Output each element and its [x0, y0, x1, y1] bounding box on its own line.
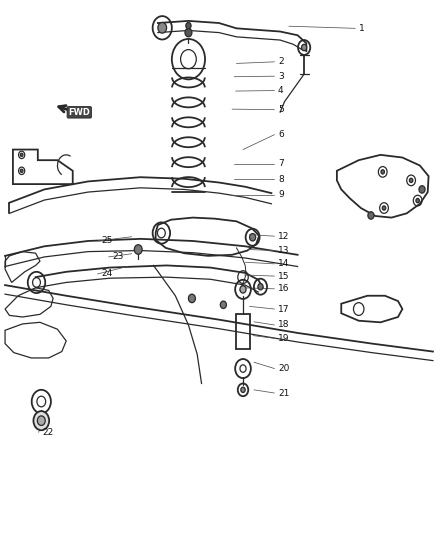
Circle shape [301, 44, 307, 51]
Circle shape [241, 387, 245, 392]
Text: 4: 4 [278, 86, 283, 95]
Text: 9: 9 [278, 190, 284, 199]
Text: 25: 25 [101, 237, 113, 246]
Circle shape [20, 154, 23, 157]
Text: 24: 24 [101, 270, 113, 278]
Text: 14: 14 [278, 260, 290, 268]
Text: 16: 16 [278, 284, 290, 293]
Text: 23: 23 [112, 253, 124, 261]
Circle shape [188, 294, 195, 303]
Text: 2: 2 [278, 58, 283, 66]
Circle shape [410, 178, 413, 182]
Circle shape [240, 286, 246, 293]
Circle shape [250, 233, 256, 241]
Text: 18: 18 [278, 320, 290, 329]
Circle shape [186, 22, 191, 29]
Text: 1: 1 [359, 24, 364, 33]
Text: 21: 21 [278, 389, 290, 398]
Text: 17: 17 [278, 304, 290, 313]
Circle shape [381, 169, 385, 174]
Circle shape [419, 185, 425, 193]
Circle shape [416, 198, 420, 203]
Text: 6: 6 [278, 130, 284, 139]
Text: FWD: FWD [68, 108, 90, 117]
Circle shape [20, 169, 23, 172]
Circle shape [134, 245, 142, 254]
Text: 8: 8 [278, 175, 284, 184]
Circle shape [33, 411, 49, 430]
Text: 3: 3 [278, 71, 284, 80]
Text: 5: 5 [278, 105, 284, 114]
Circle shape [368, 212, 374, 219]
Text: 15: 15 [278, 272, 290, 280]
Text: 19: 19 [278, 334, 290, 343]
Text: 20: 20 [278, 364, 290, 373]
Circle shape [185, 28, 192, 37]
Circle shape [37, 416, 45, 425]
Circle shape [382, 206, 386, 210]
Text: 7: 7 [278, 159, 284, 168]
Circle shape [158, 22, 166, 33]
Circle shape [220, 301, 226, 309]
Circle shape [258, 284, 263, 290]
Text: 13: 13 [278, 246, 290, 255]
Text: 12: 12 [278, 232, 290, 241]
Text: 22: 22 [42, 428, 53, 437]
